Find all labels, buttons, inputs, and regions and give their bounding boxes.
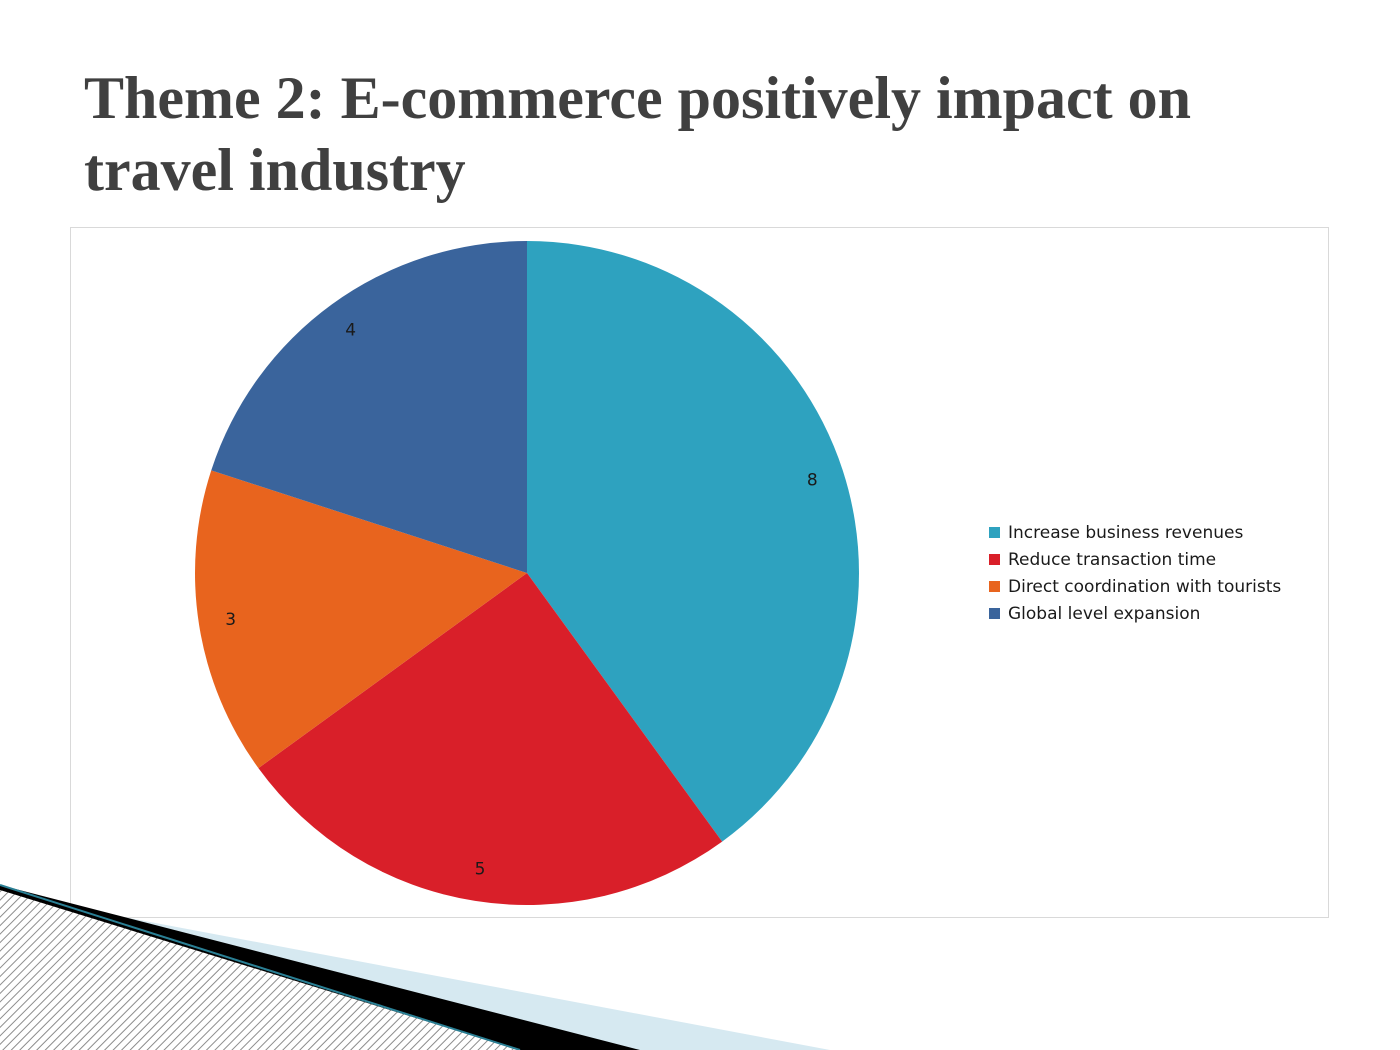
- legend-swatch: [989, 527, 1000, 538]
- legend-swatch: [989, 608, 1000, 619]
- pie-slice-4: [211, 241, 527, 573]
- pie-slice-3: [194, 470, 527, 769]
- data-label: 8: [807, 470, 818, 490]
- legend-swatch: [989, 581, 1000, 592]
- pie-chart: 8 5 3 4: [194, 241, 859, 905]
- data-label: 5: [475, 859, 486, 879]
- chart-area: 8 5 3 4 Increase business revenues Reduce t…: [70, 227, 1329, 918]
- legend-item: Reduce transaction time: [989, 546, 1281, 573]
- legend-label: Increase business revenues: [1008, 522, 1244, 543]
- pie-slice-2: [258, 573, 723, 905]
- data-label: 3: [225, 610, 236, 630]
- legend-item: Increase business revenues: [989, 519, 1281, 546]
- slide-title: Theme 2: E-commerce positively impact on…: [84, 65, 1191, 203]
- data-label: 4: [345, 320, 356, 340]
- legend-label: Global level expansion: [1008, 603, 1201, 624]
- legend-item: Global level expansion: [989, 600, 1281, 627]
- pie-slice-1: [527, 241, 859, 842]
- legend-swatch: [989, 554, 1000, 565]
- legend-label: Direct coordination with tourists: [1008, 576, 1282, 597]
- chart-legend: Increase business revenues Reduce transa…: [989, 519, 1281, 627]
- legend-item: Direct coordination with tourists: [989, 573, 1281, 600]
- legend-label: Reduce transaction time: [1008, 549, 1217, 570]
